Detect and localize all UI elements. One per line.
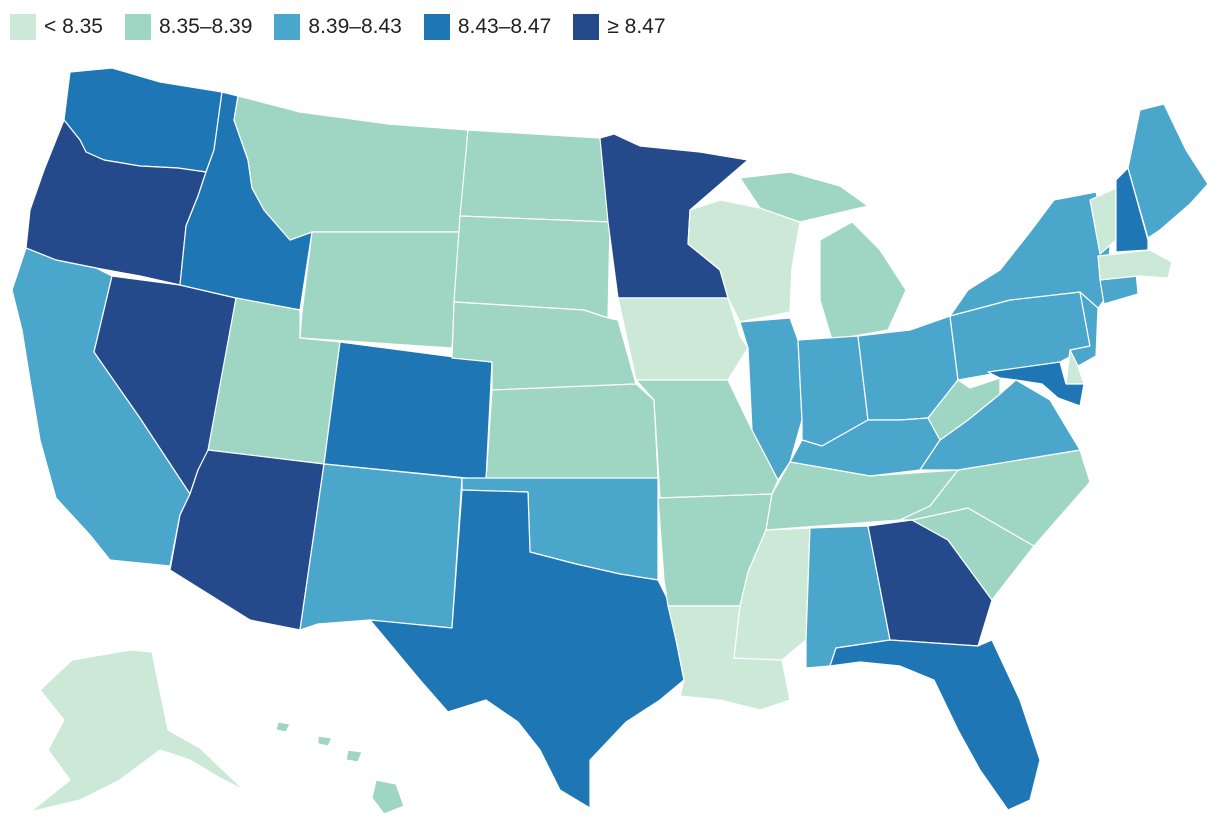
- state-maine[interactable]: [1127, 103, 1209, 239]
- state-north-carolina[interactable]: [899, 449, 1091, 547]
- state-west-virginia[interactable]: [927, 377, 1001, 441]
- state-new-hampshire[interactable]: [1115, 167, 1149, 253]
- state-maryland[interactable]: [987, 361, 1085, 407]
- state-iowa[interactable]: [617, 297, 749, 381]
- legend-swatch: [423, 14, 450, 40]
- legend-swatch: [124, 14, 151, 40]
- state-north-dakota[interactable]: [459, 129, 611, 223]
- legend-label: < 8.35: [44, 15, 103, 38]
- state-michigan[interactable]: [739, 171, 907, 341]
- legend-label: 8.35–8.39: [158, 15, 253, 38]
- state-alaska[interactable]: [29, 649, 245, 813]
- legend-item-8-43-8-47: 8.43–8.47: [423, 14, 552, 40]
- legend-swatch: [10, 14, 36, 40]
- state-massachusetts[interactable]: [1097, 249, 1173, 281]
- legend-item-8-39-8-43: 8.39–8.43: [274, 14, 402, 40]
- state-missouri[interactable]: [635, 379, 779, 499]
- state-florida[interactable]: [829, 639, 1041, 811]
- state-new-mexico[interactable]: [299, 463, 463, 631]
- state-wyoming[interactable]: [299, 231, 461, 349]
- legend-label: 8.43–8.47: [457, 15, 552, 38]
- legend-item-lt-8-35: < 8.35: [10, 14, 103, 40]
- state-california[interactable]: [11, 247, 191, 567]
- state-colorado[interactable]: [323, 341, 493, 481]
- state-wisconsin[interactable]: [687, 199, 801, 323]
- legend-swatch: [573, 14, 600, 40]
- state-hawaii[interactable]: [275, 721, 405, 815]
- state-kentucky[interactable]: [789, 417, 941, 477]
- state-texas[interactable]: [369, 489, 685, 809]
- legend-swatch: [274, 14, 301, 40]
- legend-label: 8.39–8.43: [308, 15, 402, 38]
- state-kansas[interactable]: [485, 383, 659, 481]
- state-montana[interactable]: [233, 95, 469, 241]
- legend-item-ge-8-47: ≥ 8.47: [573, 14, 666, 40]
- state-south-dakota[interactable]: [453, 215, 611, 319]
- legend: < 8.35 8.35–8.39 8.39–8.43 8.43–8.47 ≥ 8…: [10, 14, 688, 40]
- legend-label: ≥ 8.47: [607, 15, 666, 38]
- legend-item-8-35-8-39: 8.35–8.39: [124, 14, 253, 40]
